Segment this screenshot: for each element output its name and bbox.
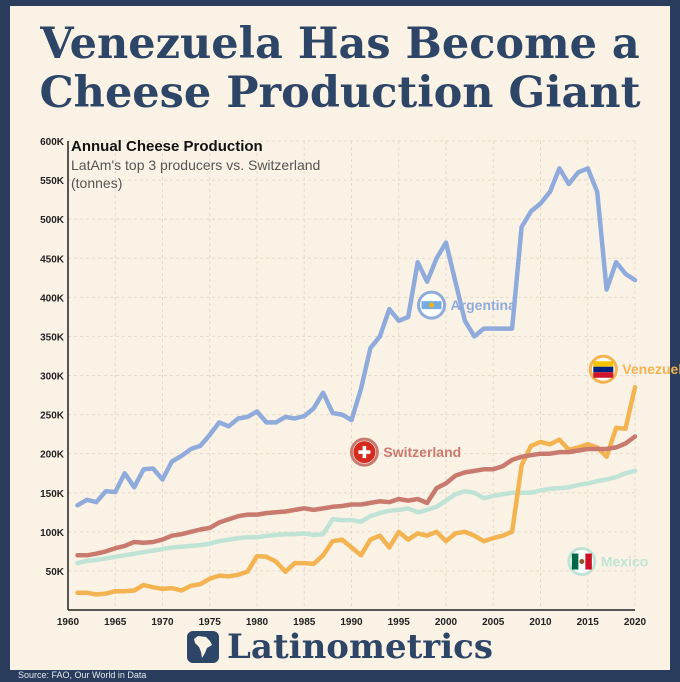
series-name: Mexico bbox=[601, 554, 648, 570]
series-name: Switzerland bbox=[383, 444, 461, 460]
chart-grid bbox=[67, 140, 636, 610]
x-tick-label: 2020 bbox=[624, 617, 647, 628]
y-tick-label: 100K bbox=[40, 528, 65, 539]
y-tick-label: 50K bbox=[46, 567, 65, 578]
y-tick-label: 600K bbox=[40, 137, 65, 148]
series-label-mexico: Mexico bbox=[567, 547, 648, 577]
chart-subtitle-line-2: (tonnes) bbox=[71, 175, 122, 191]
headline-line-2: Cheese Production Giant bbox=[39, 68, 641, 118]
x-tick-label: 1990 bbox=[340, 617, 363, 628]
x-tick-label: 1985 bbox=[293, 617, 316, 628]
x-tick-label: 1960 bbox=[57, 617, 80, 628]
series-line-switzerland bbox=[75, 434, 638, 558]
headline-line-1: Venezuela Has Become a bbox=[40, 19, 640, 69]
series-name: Argentina bbox=[451, 297, 517, 313]
series-line-mexico bbox=[75, 468, 638, 566]
x-tick-label: 1965 bbox=[104, 617, 127, 628]
chart-subtitle-line-1: LatAm's top 3 producers vs. Switzerland bbox=[71, 157, 320, 173]
y-tick-label: 550K bbox=[40, 176, 65, 187]
brand-name: Latinometrics bbox=[227, 627, 493, 667]
series-label-venezuela: Venezuela bbox=[588, 354, 680, 384]
series-label-argentina: Argentina bbox=[417, 290, 517, 320]
y-tick-label: 250K bbox=[40, 411, 65, 422]
series-labels: Argentina Venezuela Switzerland Mexico bbox=[349, 290, 680, 577]
series-line-venezuela bbox=[75, 384, 638, 597]
headline: Venezuela Has Become a Cheese Production… bbox=[0, 20, 680, 118]
y-tick-label: 150K bbox=[40, 489, 65, 500]
y-tick-label: 400K bbox=[40, 293, 65, 304]
series-line-argentina bbox=[75, 166, 638, 508]
chart-series bbox=[75, 166, 638, 597]
x-tick-label: 2015 bbox=[577, 617, 600, 628]
x-tick-label: 1975 bbox=[199, 617, 222, 628]
y-tick-label: 200K bbox=[40, 450, 65, 461]
x-tick-label: 2010 bbox=[529, 617, 552, 628]
x-tick-label: 1980 bbox=[246, 617, 269, 628]
latam-map-icon bbox=[187, 631, 220, 663]
x-tick-label: 2000 bbox=[435, 617, 458, 628]
y-tick-label: 500K bbox=[40, 215, 65, 226]
x-tick-label: 1995 bbox=[388, 617, 411, 628]
series-label-switzerland: Switzerland bbox=[349, 437, 461, 467]
x-tick-label: 1970 bbox=[151, 617, 174, 628]
y-tick-label: 300K bbox=[40, 372, 65, 383]
y-tick-label: 450K bbox=[40, 254, 65, 265]
infographic-frame bbox=[10, 6, 670, 670]
y-tick-label: 350K bbox=[40, 332, 65, 343]
chart-title: Annual Cheese Production bbox=[71, 138, 263, 155]
x-tick-label: 2005 bbox=[482, 617, 505, 628]
series-name: Venezuela bbox=[622, 361, 680, 377]
chart-axes: 1960 1965 1970 1975 1980 1985 1990 1995 2000 2005… bbox=[40, 137, 646, 628]
source-note: Source: FAO, Our World in Data bbox=[18, 670, 147, 680]
brand-logo: Latinometrics bbox=[0, 627, 680, 667]
